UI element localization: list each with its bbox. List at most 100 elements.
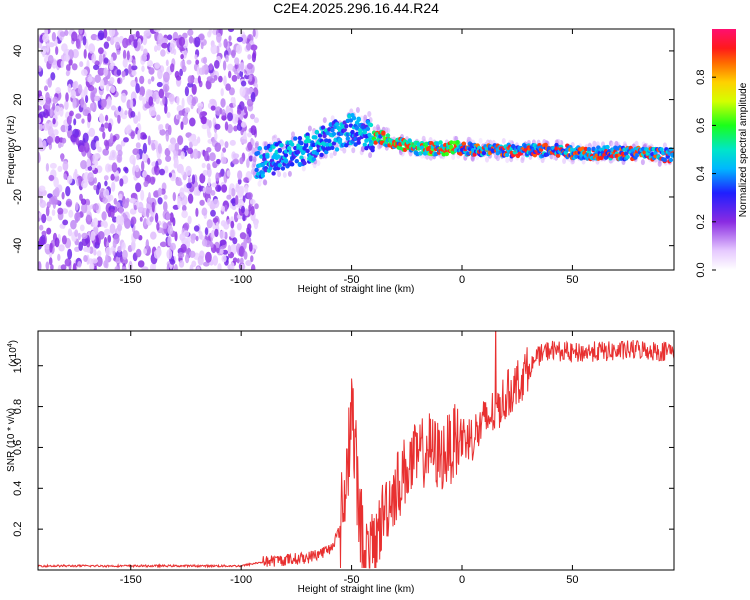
heatmap-cell xyxy=(239,257,244,265)
heatmap-cell xyxy=(100,98,107,108)
heatmap-cell xyxy=(87,76,93,83)
heatmap-cell xyxy=(121,242,126,251)
heatmap-cell xyxy=(143,180,149,188)
heatmap-cell xyxy=(153,29,161,33)
heatmap-cell xyxy=(297,136,303,141)
heatmap-cell xyxy=(103,57,109,64)
heatmap-cell xyxy=(214,60,220,69)
heatmap-cell xyxy=(191,97,197,107)
heatmap-cell xyxy=(287,170,292,177)
heatmap-cell xyxy=(103,67,109,77)
heatmap-cell xyxy=(248,74,253,82)
heatmap-cell xyxy=(45,206,50,217)
heatmap-cell xyxy=(117,245,122,253)
heatmap-cell xyxy=(133,39,138,49)
heatmap-cell xyxy=(62,160,69,171)
heatmap-cell xyxy=(64,29,69,36)
heatmap-cell xyxy=(210,209,216,217)
heatmap-cell xyxy=(159,124,164,131)
heatmap-cell xyxy=(143,248,147,255)
heatmap-cell xyxy=(142,152,147,162)
heatmap-cell xyxy=(279,143,284,148)
heatmap-cell xyxy=(177,114,181,120)
heatmap-cell xyxy=(319,152,324,158)
heatmap-cell xyxy=(182,32,188,39)
heatmap-cell xyxy=(532,153,538,158)
heatmap-cell xyxy=(184,107,191,113)
heatmap-cell xyxy=(265,154,270,159)
heatmap-cell xyxy=(215,221,219,231)
heatmap-cell xyxy=(105,114,109,122)
heatmap-cell xyxy=(240,121,247,128)
heatmap-cell xyxy=(133,204,137,211)
heatmap-cell xyxy=(116,69,122,76)
heatmap-cell xyxy=(222,147,227,153)
heatmap-cell xyxy=(189,264,194,270)
heatmap-cell xyxy=(86,158,91,168)
heatmap-cell xyxy=(111,181,116,192)
heatmap-cell xyxy=(53,129,59,136)
heatmap-cell xyxy=(111,162,118,173)
heatmap-cell xyxy=(122,49,127,60)
heatmap-cell xyxy=(177,135,184,146)
heatmap-cell xyxy=(57,165,63,172)
heatmap-cell xyxy=(42,33,50,43)
heatmap-cell xyxy=(202,56,208,65)
heatmap-cell xyxy=(74,212,81,222)
heatmap-cell xyxy=(201,162,206,169)
heatmap-cell xyxy=(206,163,211,171)
heatmap-cell xyxy=(277,163,282,168)
heatmap-cell xyxy=(220,156,227,165)
heatmap-cell xyxy=(384,127,389,133)
heatmap-cell xyxy=(73,118,77,126)
heatmap-cell xyxy=(181,210,188,219)
heatmap-cell xyxy=(58,142,62,149)
heatmap-cell xyxy=(176,180,183,187)
heatmap-cell xyxy=(89,246,94,254)
heatmap-cell xyxy=(136,153,140,161)
heatmap-cell xyxy=(187,193,194,204)
heatmap-cell xyxy=(130,208,135,215)
heatmap-cell xyxy=(337,137,343,142)
heatmap-cell xyxy=(215,172,220,182)
heatmap-cell xyxy=(116,49,121,55)
heatmap-cell xyxy=(221,184,228,193)
heatmap-cell xyxy=(47,126,54,137)
heatmap-cell xyxy=(97,30,105,41)
heatmap-cell xyxy=(134,164,140,173)
snr-panel: -150 -100 -50 0 50 0.2 0.4 0.6 0.8 1.0 Height of… xyxy=(6,330,675,595)
heatmap-cell xyxy=(158,88,165,99)
heatmap-cell xyxy=(226,170,231,177)
heatmap-cell xyxy=(38,95,45,106)
heatmap-cell xyxy=(351,147,356,154)
heatmap-cell xyxy=(50,72,56,81)
x-tick-label: -100 xyxy=(230,574,252,586)
heatmap-cell xyxy=(250,255,254,263)
heatmap-cell xyxy=(231,113,239,125)
heatmap-cell xyxy=(139,86,146,97)
heatmap-cell xyxy=(229,139,236,146)
heatmap-cell xyxy=(117,77,121,84)
heatmap-cell xyxy=(51,209,56,217)
heatmap-cell xyxy=(165,212,171,221)
heatmap-cell xyxy=(363,114,368,121)
heatmap-cell xyxy=(108,155,113,161)
heatmap-cell xyxy=(385,133,391,138)
heatmap-cell xyxy=(461,141,466,146)
heatmap-cell xyxy=(115,41,120,50)
heatmap-cell xyxy=(61,137,67,144)
heatmap-cell xyxy=(210,44,218,55)
heatmap-cell xyxy=(66,175,73,184)
heatmap-cell xyxy=(196,266,200,270)
heatmap-cell xyxy=(47,54,54,65)
heatmap-cell xyxy=(60,60,65,68)
heatmap-cell xyxy=(250,125,257,136)
heatmap-cell xyxy=(81,69,88,76)
heatmap-cell xyxy=(240,80,247,87)
heatmap-cell xyxy=(183,222,190,231)
heatmap-cell xyxy=(103,41,110,49)
heatmap-cell xyxy=(311,157,316,162)
heatmap-cell xyxy=(129,197,136,204)
colorbar: 0.0 0.2 0.4 0.6 0.8 Normalized spectral ampl… xyxy=(695,29,749,278)
heatmap-cell xyxy=(70,219,77,230)
